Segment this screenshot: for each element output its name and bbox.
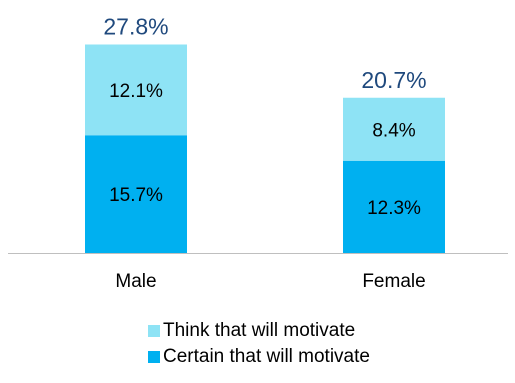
legend-swatch-think bbox=[148, 325, 160, 337]
labels-group: 15.7% 12.1% 27.8% Male 12.3% 8.4% 20.7% Female bbox=[103, 14, 426, 293]
data-label-certain-male: 15.7% bbox=[109, 185, 163, 206]
legend-label-certain: Certain that will motivate bbox=[163, 346, 370, 367]
legend-item-think: Think that will motivate bbox=[148, 318, 370, 344]
category-label-female: Female bbox=[362, 271, 425, 292]
total-label-female: 20.7% bbox=[361, 67, 426, 93]
total-label-male: 27.8% bbox=[103, 14, 168, 40]
category-label-male: Male bbox=[115, 271, 156, 292]
legend-label-think: Think that will motivate bbox=[163, 320, 356, 341]
data-label-think-female: 8.4% bbox=[372, 120, 415, 141]
data-label-certain-female: 12.3% bbox=[367, 198, 421, 219]
legend-swatch-certain bbox=[148, 351, 160, 363]
bars-group bbox=[85, 44, 445, 253]
bar-think-female bbox=[343, 97, 445, 161]
bar-certain-male bbox=[85, 135, 187, 253]
legend-item-certain: Certain that will motivate bbox=[148, 344, 370, 370]
data-label-think-male: 12.1% bbox=[109, 81, 163, 102]
bar-think-male bbox=[85, 44, 187, 136]
legend: Think that will motivate Certain that wi… bbox=[148, 318, 370, 370]
bar-certain-female bbox=[343, 160, 445, 253]
